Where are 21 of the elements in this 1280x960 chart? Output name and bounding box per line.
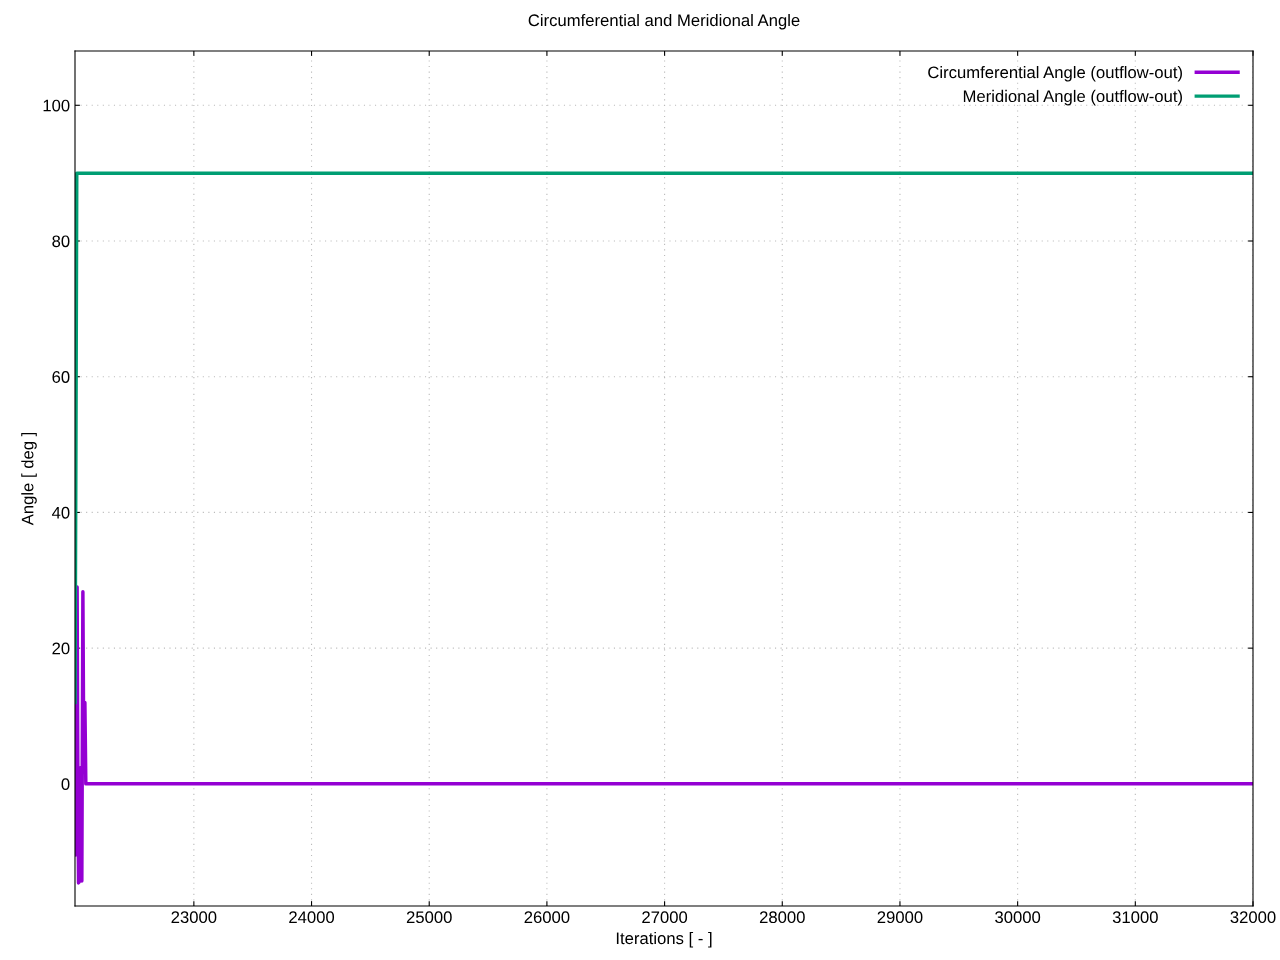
y-tick-label: 60 [52,371,70,383]
x-tick-label: 24000 [289,911,335,924]
x-tick-label: 28000 [759,911,805,924]
y-tick-label: 20 [52,642,70,655]
chart-title: Circumferential and Meridional Angle [528,13,800,30]
y-tick-label: 0 [61,778,70,791]
x-axis-title: Iterations [ - ] [616,931,712,948]
x-tick-label: 30000 [995,911,1041,924]
x-tick-label: 25000 [406,911,452,924]
x-tick-label: 26000 [524,911,570,924]
y-tick-label: 40 [51,506,70,519]
y-tick-label: 80 [52,235,70,248]
legend-label: Meridional Angle (outflow-out) [963,89,1182,106]
x-tick-label: 31000 [1112,911,1158,924]
x-tick-label: 27000 [642,911,688,924]
y-axis-title: Angle [ deg ] [21,432,37,526]
x-tick-label: 32000 [1230,911,1276,924]
y-tick-label: 100 [43,99,70,112]
x-tick-label: 29000 [877,911,923,924]
x-tick-label: 23000 [171,911,217,924]
legend-label: Circumferential Angle (outflow-out) [928,66,1182,82]
